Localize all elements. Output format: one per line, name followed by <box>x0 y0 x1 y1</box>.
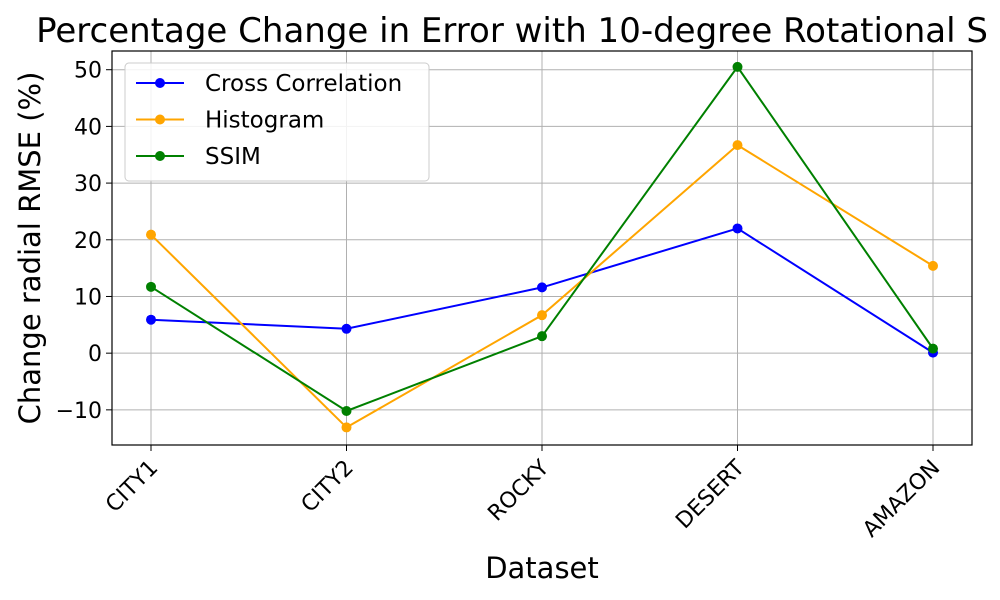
data-point <box>146 229 156 240</box>
series-layer <box>146 61 938 433</box>
data-point <box>928 343 938 354</box>
legend-item: Cross Correlation <box>136 71 402 97</box>
y-tick-label: 50 <box>74 59 102 84</box>
legend-swatch-marker <box>155 114 165 125</box>
x-tick-label: AMAZON <box>858 456 945 543</box>
legend-item: SSIM <box>136 144 261 170</box>
y-axis-label: Change radial RMSE (%) <box>13 72 47 425</box>
x-tick-label: ROCKY <box>483 455 554 526</box>
y-tick-label: −10 <box>56 399 102 424</box>
data-point <box>732 140 743 151</box>
x-tick-label: DESERT <box>671 455 750 534</box>
data-point <box>537 282 547 293</box>
data-point <box>341 405 352 416</box>
legend-swatch-marker <box>155 78 165 88</box>
legend-item: Histogram <box>136 108 324 134</box>
data-point <box>341 422 352 433</box>
data-point <box>928 260 938 271</box>
legend-swatch-marker <box>155 151 165 161</box>
data-point <box>146 314 156 325</box>
data-point <box>732 61 743 72</box>
y-tick-label: 0 <box>88 342 102 367</box>
chart-title: Percentage Change in Error with 10-degre… <box>36 11 988 51</box>
x-axis-label: Dataset <box>485 551 599 585</box>
data-point <box>341 323 352 334</box>
x-tick-label: CITY2 <box>297 456 359 518</box>
legend-box <box>124 62 430 182</box>
series-histogram <box>146 140 938 433</box>
y-tick-label: 30 <box>74 172 102 197</box>
x-tick-label: CITY1 <box>101 456 163 518</box>
data-point <box>732 223 743 234</box>
y-tick-label: 40 <box>74 115 102 140</box>
legend-label: Histogram <box>205 108 324 134</box>
data-point <box>537 331 547 342</box>
legend-label: SSIM <box>205 144 261 170</box>
series-ssim <box>146 61 938 416</box>
data-point <box>537 310 547 321</box>
legend-label: Cross Correlation <box>205 71 402 97</box>
data-point <box>146 281 156 292</box>
y-tick-label: 10 <box>74 285 102 310</box>
legend: Cross Correlation Histogram SSIM <box>124 62 430 182</box>
y-tick-label: 20 <box>74 229 102 254</box>
